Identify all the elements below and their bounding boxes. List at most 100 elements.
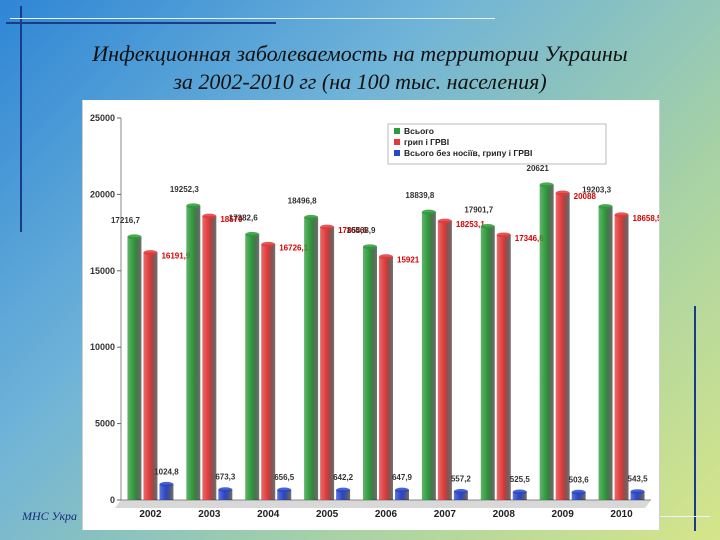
bar-2008-series-3 bbox=[512, 491, 527, 500]
legend-box bbox=[387, 123, 607, 165]
bar-2003-series-3 bbox=[218, 489, 233, 500]
x-tick-label-2002: 2002 bbox=[139, 509, 162, 520]
bar-2007-series-3 bbox=[453, 491, 468, 500]
bar-top-2008-series-3 bbox=[512, 489, 527, 495]
bar-2002-series-2 bbox=[143, 252, 158, 500]
bar-top-2009-series-2 bbox=[555, 190, 570, 196]
bar-top-2009-series-3 bbox=[571, 489, 586, 495]
data-label-2007-series-3: 557,2 bbox=[451, 474, 472, 483]
legend-swatch-series-3 bbox=[394, 150, 400, 156]
legend-label-series-1: Всього bbox=[404, 126, 434, 136]
bar-top-2008-series-1 bbox=[480, 223, 495, 229]
y-tick-label: 15000 bbox=[90, 266, 115, 276]
data-label-2004-series-3: 656,5 bbox=[274, 473, 295, 482]
data-label-2003-series-2: 18579 bbox=[220, 215, 243, 224]
data-label-2005-series-3: 642,2 bbox=[333, 473, 354, 482]
bar-2006-series-3 bbox=[395, 490, 409, 500]
data-label-2004-series-1: 17382,6 bbox=[229, 213, 258, 222]
bar-2004-series-3 bbox=[277, 489, 292, 500]
decor-horizontal-line-top-dark bbox=[6, 22, 276, 24]
bar-2005-series-3 bbox=[336, 490, 351, 500]
legend-swatch-series-1 bbox=[394, 128, 400, 134]
x-tick-label-2007: 2007 bbox=[434, 509, 457, 520]
data-label-2002-series-3: 1024,8 bbox=[154, 467, 179, 476]
data-label-2006-series-2: 15921 bbox=[397, 256, 420, 265]
bar-2005-series-2 bbox=[320, 227, 335, 500]
bar-top-2006-series-3 bbox=[395, 487, 409, 493]
bar-2007-series-1 bbox=[421, 212, 436, 500]
slide-title-line-1: Инфекционная заболеваемость на территори… bbox=[92, 41, 628, 66]
x-tick-label-2008: 2008 bbox=[493, 509, 516, 520]
bar-2004-series-1 bbox=[245, 234, 260, 501]
bar-2004-series-2 bbox=[261, 244, 276, 500]
x-tick-label-2009: 2009 bbox=[552, 509, 575, 520]
legend-label-series-2: грип і ГРВІ bbox=[404, 137, 449, 147]
slide-title: Инфекционная заболеваемость на территори… bbox=[40, 40, 680, 96]
data-label-2008-series-3: 525,5 bbox=[510, 475, 531, 484]
footer-text: МНС Укра bbox=[22, 509, 78, 523]
bar-2002-series-3 bbox=[159, 484, 174, 500]
bar-2007-series-2 bbox=[437, 221, 452, 500]
data-label-2003-series-1: 19252,3 bbox=[170, 185, 199, 194]
bar-top-2004-series-3 bbox=[277, 487, 292, 493]
data-label-2007-series-2: 18253,1 bbox=[456, 220, 485, 229]
decor-vertical-line-left bbox=[20, 6, 22, 232]
x-tick-label-2006: 2006 bbox=[375, 509, 398, 520]
bar-top-2007-series-3 bbox=[453, 488, 468, 494]
bar-2009-series-3 bbox=[571, 492, 586, 500]
data-label-2005-series-1: 18496,8 bbox=[288, 196, 317, 205]
bar-top-2006-series-2 bbox=[379, 254, 393, 260]
bar-2009-series-2 bbox=[555, 193, 570, 500]
bar-top-2010-series-1 bbox=[598, 204, 613, 210]
data-label-2009-series-1: 20621 bbox=[527, 164, 550, 173]
data-label-2006-series-3: 647,9 bbox=[392, 473, 413, 482]
data-label-2006-series-1: 16568,9 bbox=[347, 226, 376, 235]
x-tick-label-2005: 2005 bbox=[316, 509, 339, 520]
bar-2003-series-2 bbox=[202, 216, 217, 500]
bar-top-2004-series-2 bbox=[261, 241, 276, 247]
data-label-2008-series-2: 17346,6 bbox=[515, 234, 544, 243]
bar-2002-series-1 bbox=[127, 236, 142, 500]
data-label-2005-series-2: 17854,6 bbox=[338, 226, 367, 235]
bar-2008-series-1 bbox=[480, 226, 495, 500]
y-tick-label: 25000 bbox=[90, 113, 115, 123]
x-tick-label-2004: 2004 bbox=[257, 509, 280, 520]
data-label-2002-series-2: 16191,9 bbox=[161, 252, 190, 261]
data-label-2002-series-1: 17216,7 bbox=[111, 216, 140, 225]
chart-panel: 0 5000 10000 15000 20000 25000 17216,7 16191,9 1… bbox=[82, 100, 660, 530]
bar-top-2003-series-1 bbox=[186, 203, 201, 209]
bar-top-2007-series-2 bbox=[437, 218, 452, 224]
bar-2008-series-2 bbox=[496, 234, 511, 500]
bar-top-2006-series-1 bbox=[363, 244, 377, 250]
bar-top-2005-series-1 bbox=[304, 214, 319, 220]
bar-top-2008-series-2 bbox=[496, 232, 511, 238]
data-label-2010-series-2: 18658,5 bbox=[633, 214, 659, 223]
decor-horizontal-line-top-light bbox=[10, 18, 495, 19]
y-tick-label: 0 bbox=[110, 495, 115, 505]
bar-top-2003-series-2 bbox=[202, 213, 217, 219]
chart-floor bbox=[115, 500, 651, 508]
bar-2010-series-3 bbox=[630, 491, 645, 500]
legend-swatch-series-2 bbox=[394, 139, 400, 145]
bar-top-2009-series-1 bbox=[539, 182, 554, 188]
bar-top-2004-series-1 bbox=[245, 231, 260, 237]
bar-top-2002-series-3 bbox=[159, 481, 174, 487]
legend-label-series-3: Всього без носіїв, грипу і ГРВІ bbox=[404, 148, 532, 158]
y-tick-label: 5000 bbox=[95, 419, 115, 429]
x-tick-label-2003: 2003 bbox=[198, 509, 221, 520]
data-label-2010-series-1: 19203,3 bbox=[582, 186, 611, 195]
bar-2005-series-1 bbox=[304, 217, 319, 500]
bar-2010-series-1 bbox=[598, 206, 613, 500]
bar-top-2010-series-3 bbox=[630, 489, 645, 495]
bar-2006-series-2 bbox=[379, 256, 393, 500]
data-label-2008-series-1: 17901,7 bbox=[464, 205, 493, 214]
data-label-2004-series-2: 16726,1 bbox=[279, 243, 308, 252]
bar-top-2002-series-2 bbox=[143, 250, 158, 256]
y-tick-label: 20000 bbox=[90, 189, 115, 199]
bar-top-2003-series-3 bbox=[218, 487, 233, 493]
bar-2010-series-2 bbox=[614, 214, 629, 500]
data-label-2009-series-3: 503,6 bbox=[569, 475, 590, 484]
bar-2006-series-1 bbox=[363, 246, 377, 500]
bar-top-2007-series-1 bbox=[421, 209, 436, 215]
x-tick-label-2010: 2010 bbox=[610, 509, 633, 520]
